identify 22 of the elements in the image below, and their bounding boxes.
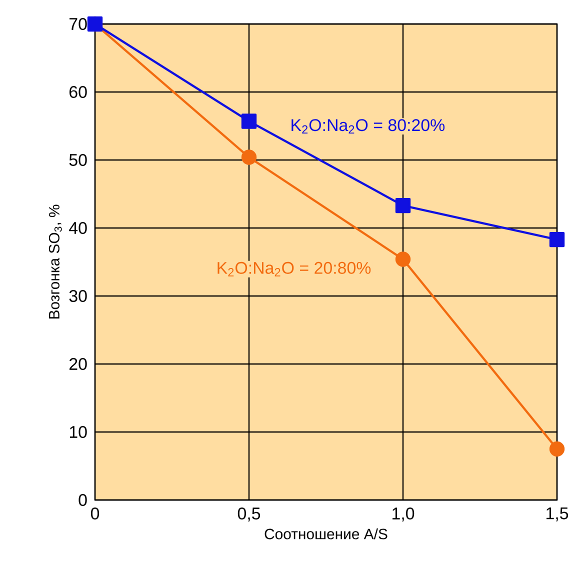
y-tick-label: 60 [70,86,87,98]
point [549,441,565,457]
point [395,252,411,267]
y-tick-label: 50 [69,154,87,166]
x-axis-title: Соотношение A/S [264,528,388,540]
y-axis-title: Возгонка SO$_{3}$, % [48,204,62,319]
point [241,150,257,165]
point [241,114,257,129]
x-tick-label: 1,5 [546,508,568,522]
x-tick-label: 0 [90,508,100,520]
series-label: K$_{2}$O:Na$_{2}$O = 80:20% [292,119,445,134]
point [395,198,411,214]
y-tick-label: 40 [69,222,87,234]
y-tick-label: 70 [70,18,87,30]
x-tick-label: 0,5 [238,508,260,522]
series-label: K$_{2}$O:Na$_{2}$O = 20:80% [218,262,371,276]
point [549,232,565,248]
y-tick-label: 0 [78,494,87,506]
y-tick-label: 10 [70,426,87,438]
x-tick-label: 1,0 [392,508,414,522]
y-tick-label: 20 [70,358,87,370]
y-tick-label: 30 [69,290,87,302]
